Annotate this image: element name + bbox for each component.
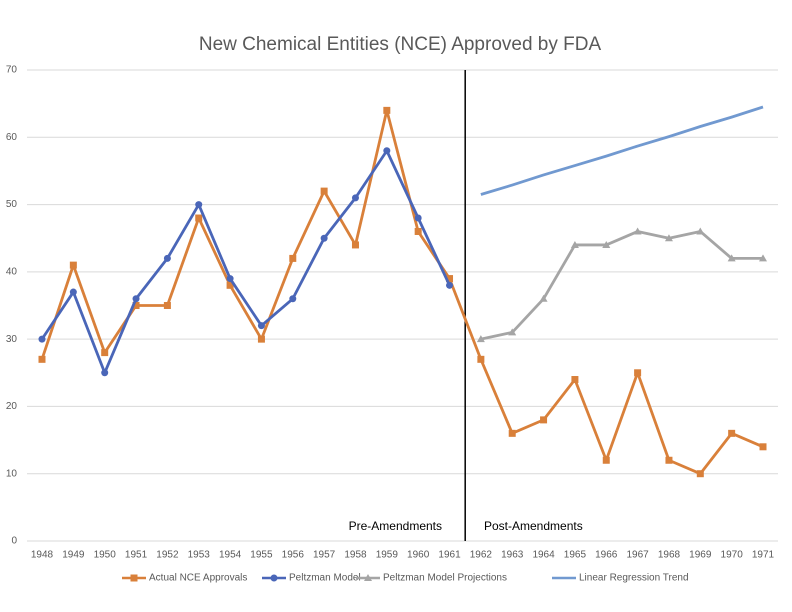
x-tick-label: 1966 <box>595 550 618 561</box>
marker <box>257 335 265 343</box>
x-tick-label: 1964 <box>532 550 555 561</box>
marker <box>664 234 673 242</box>
marker <box>351 241 359 249</box>
x-tick-label: 1967 <box>626 550 649 561</box>
marker <box>320 187 328 195</box>
marker <box>226 275 234 283</box>
marker <box>132 295 140 303</box>
y-tick-label: 40 <box>6 266 18 277</box>
marker <box>226 281 234 289</box>
legend-label: Actual NCE Approvals <box>149 573 247 584</box>
x-tick-label: 1968 <box>658 550 681 561</box>
x-tick-label: 1971 <box>752 550 775 561</box>
x-tick-label: 1950 <box>94 550 117 561</box>
legend-item: Actual NCE Approvals <box>122 573 247 584</box>
y-tick-label: 70 <box>6 65 18 76</box>
legend-item: Peltzman Model Projections <box>356 573 507 584</box>
x-tick-label: 1965 <box>564 550 587 561</box>
y-tick-label: 50 <box>6 199 18 210</box>
marker <box>602 456 610 464</box>
legend-item: Peltzman Model <box>262 573 361 584</box>
marker <box>383 106 391 114</box>
chart-title: New Chemical Entities (NCE) Approved by … <box>199 34 602 55</box>
annotation: Pre-Amendments <box>349 519 442 533</box>
marker <box>38 335 46 343</box>
x-tick-label: 1952 <box>156 550 179 561</box>
series-line <box>40 149 451 375</box>
x-tick-label: 1953 <box>188 550 211 561</box>
marker <box>539 294 548 302</box>
marker <box>414 227 422 235</box>
y-tick-label: 10 <box>6 468 18 479</box>
marker <box>540 416 548 424</box>
x-tick-label: 1959 <box>376 550 399 561</box>
marker <box>101 369 109 377</box>
marker <box>414 214 422 222</box>
x-tick-label: 1955 <box>250 550 273 561</box>
marker <box>602 240 611 248</box>
series-line <box>480 230 763 341</box>
legend-item: Linear Regression Trend <box>552 573 689 584</box>
marker <box>364 574 372 581</box>
marker <box>446 275 454 283</box>
marker <box>696 470 704 478</box>
legend-label: Linear Regression Trend <box>579 573 689 584</box>
marker <box>571 376 579 384</box>
y-tick-label: 60 <box>6 132 18 143</box>
marker <box>570 240 579 248</box>
marker <box>665 456 673 464</box>
marker <box>195 214 203 222</box>
y-tick-label: 20 <box>6 401 18 412</box>
marker <box>289 295 297 303</box>
marker <box>634 369 642 377</box>
marker <box>163 302 171 309</box>
series-line <box>40 108 764 476</box>
x-tick-label: 1956 <box>282 550 305 561</box>
marker <box>69 261 77 269</box>
marker <box>383 147 391 155</box>
x-tick-label: 1948 <box>31 550 54 561</box>
x-tick-label: 1960 <box>407 550 430 561</box>
x-tick-label: 1954 <box>219 550 242 561</box>
marker <box>163 254 171 262</box>
marker <box>351 194 359 202</box>
marker <box>195 201 203 209</box>
marker <box>270 574 278 582</box>
y-tick-label: 30 <box>6 334 18 345</box>
x-tick-label: 1957 <box>313 550 336 561</box>
x-tick-label: 1951 <box>125 550 148 561</box>
marker <box>320 234 328 242</box>
x-tick-label: 1958 <box>344 550 367 561</box>
x-tick-label: 1962 <box>470 550 493 561</box>
marker <box>477 355 485 363</box>
marker <box>728 429 736 437</box>
marker <box>289 254 297 262</box>
marker <box>508 429 516 437</box>
x-tick-label: 1949 <box>62 550 85 561</box>
marker <box>38 355 46 363</box>
marker <box>727 254 736 262</box>
marker <box>476 335 485 343</box>
series-line <box>480 105 764 196</box>
x-tick-label: 1970 <box>721 550 744 561</box>
marker <box>633 227 642 235</box>
marker <box>257 322 265 330</box>
marker <box>69 288 77 296</box>
marker <box>696 227 705 235</box>
marker <box>759 443 767 451</box>
marker <box>101 349 109 357</box>
marker <box>759 254 767 262</box>
x-tick-label: 1969 <box>689 550 712 561</box>
marker <box>446 281 454 289</box>
legend-label: Peltzman Model <box>289 573 361 584</box>
marker <box>130 574 138 582</box>
x-tick-label: 1961 <box>438 550 461 561</box>
y-tick-label: 0 <box>11 536 17 547</box>
legend-label: Peltzman Model Projections <box>383 573 507 584</box>
marker <box>132 302 140 309</box>
annotation: Post-Amendments <box>484 519 583 533</box>
marker <box>508 328 517 336</box>
x-tick-label: 1963 <box>501 550 524 561</box>
